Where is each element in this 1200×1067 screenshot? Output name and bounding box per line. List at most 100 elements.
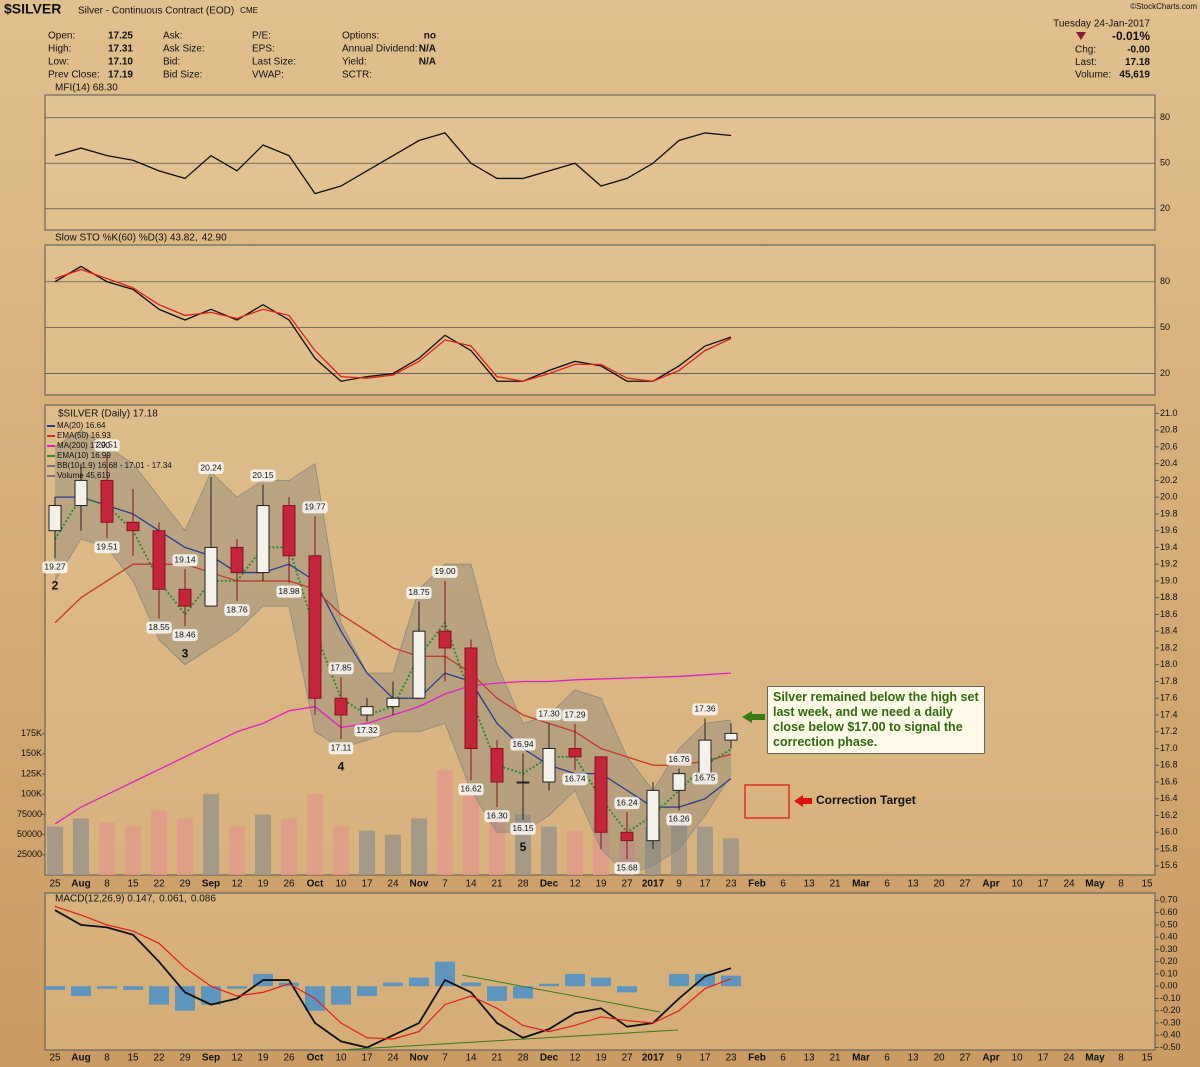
exchange: CME [240,6,258,15]
trend-line [339,1029,679,1051]
x-tick-label: 12 [231,879,243,890]
candle-body [230,546,244,574]
target-box [744,784,790,819]
x-tick-label: Mar [852,879,870,890]
trend-line [461,974,661,1013]
y2-tick-label: 50000 [17,829,42,839]
price-label: 20.51 [96,440,118,450]
wave-label: 2 [52,578,59,592]
x-tick-label: 22 [153,1053,165,1064]
x-tick-label: 27 [959,1053,971,1064]
field-label: Ask Size: [163,44,205,55]
y-tick-label: 16.0 [1160,827,1178,837]
price-label-box [484,810,510,823]
volume-bar [567,830,583,875]
price-label: 18.98 [278,586,300,596]
field-value: N/A [419,57,436,68]
x-tick-label: 8 [1118,879,1124,890]
field-label: Annual Dividend: [342,44,418,55]
x-tick-label: 28 [517,1053,529,1064]
y-tick-label: 20.0 [1160,492,1178,502]
price-label: 17.85 [330,663,352,673]
x-tick-label: Sep [202,879,220,890]
y-tick-label: 19.4 [1160,542,1178,552]
price-label: 16.15 [512,823,534,833]
legend-label: MA(200) 17.90 [57,441,110,450]
y-tick-label: 17.6 [1160,693,1178,703]
x-tick-label: 10 [1011,1053,1023,1064]
volume-bar [229,826,245,875]
y-tick-label: 19.6 [1160,525,1178,535]
y-tick-label: 20 [1160,368,1170,378]
candle-body [308,555,322,699]
candle-body [516,781,530,784]
y-tick-label: -0.10 [1160,993,1181,1003]
y-tick-label: 50 [1160,158,1170,168]
x-tick-label: 2017 [642,879,665,890]
x-tick-label: May [1085,1053,1105,1064]
field-label: VWAP: [252,70,284,81]
wave-label: 5 [520,840,527,854]
y-tick-label: 0.10 [1160,968,1178,978]
candle-body [724,732,738,741]
price-label: 18.75 [408,587,430,597]
y-tick-label: 18.6 [1160,609,1178,619]
volume-bar [177,818,193,875]
price-label: 16.62 [460,784,482,794]
x-tick-label: 10 [1011,879,1023,890]
price-label-box [172,629,198,642]
price-label-box [536,708,562,721]
x-tick-label: 21 [829,1053,841,1064]
candle-body [698,739,712,775]
x-tick-label: 27 [621,1053,633,1064]
x-tick-label: 17 [699,1053,711,1064]
y-tick-label: 18.8 [1160,592,1178,602]
price-label: 16.74 [564,774,586,784]
x-tick-label: Nov [410,1053,429,1064]
price-label-box [692,703,718,716]
candle-body [386,697,400,708]
y-tick-label: 80 [1160,276,1170,286]
field-value: N/A [419,44,436,55]
histogram-bar [591,977,611,987]
ma-line [54,563,732,766]
volume-bar [463,794,479,875]
x-tick-label: May [1085,879,1105,890]
y-tick-label: 20 [1160,203,1170,213]
field-label: Options: [342,31,379,42]
price-label-box [328,662,354,675]
series-line [54,132,732,195]
volume-bar [73,818,89,875]
price-label: 17.29 [564,709,586,719]
histogram-bar [695,973,715,987]
field-label: High: [48,44,71,55]
y-tick-label: 0.50 [1160,919,1178,929]
histogram-bar [539,983,559,987]
price-label: 19.27 [44,562,66,572]
y-tick-label: 19.2 [1160,559,1178,569]
legend-label: MFI(14) 68.30 [55,83,118,94]
panel [44,892,1156,1051]
volume-bar [437,770,453,875]
volume-bar [697,826,713,875]
volume-bar [281,818,297,875]
x-tick-label: 14 [465,879,477,890]
y-tick-label: 15.8 [1160,843,1178,853]
y-tick-label: 0.20 [1160,956,1178,966]
x-tick-label: 2017 [642,1053,665,1064]
price-label: 20.15 [252,470,274,480]
price-label-box [614,797,640,810]
y-tick-label: 18.0 [1160,659,1178,669]
price-label-box [42,561,68,574]
x-tick-label: 19 [595,1053,607,1064]
x-tick-label: 13 [803,1053,815,1064]
price-label: 17.30 [538,709,560,719]
copyright: ©StockCharts.com [1130,2,1197,11]
field-label: Low: [48,57,69,68]
x-tick-label: 17 [1037,879,1049,890]
price-label: 16.24 [616,797,638,807]
y-tick-label: 15.6 [1160,860,1178,870]
candle-body [152,530,166,590]
price-label: 19.14 [174,554,196,564]
